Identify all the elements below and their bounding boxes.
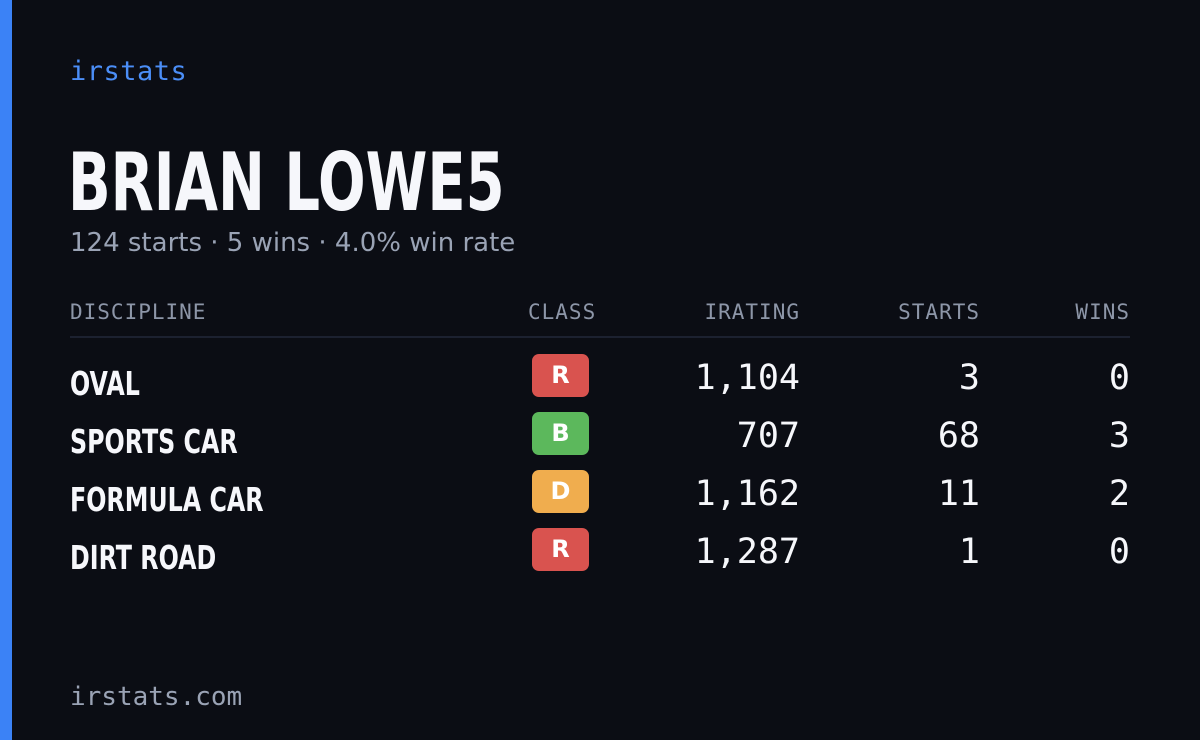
irating-value: 707 — [736, 416, 800, 456]
license-class-badge: B — [532, 412, 589, 455]
brand-logo-text: irstats — [70, 56, 188, 87]
player-name: BRIAN LOWE5 — [68, 136, 505, 229]
header-discipline: DISCIPLINE — [70, 300, 207, 324]
wins-value: 3 — [1108, 416, 1130, 456]
license-class-badge: R — [532, 354, 589, 397]
discipline-name: OVAL — [70, 364, 140, 403]
starts-value: 1 — [958, 532, 980, 572]
wins-value: 0 — [1108, 532, 1130, 572]
discipline-name: DIRT ROAD — [70, 538, 217, 577]
wins-value: 0 — [1108, 358, 1130, 398]
footer-domain: irstats.com — [70, 682, 243, 712]
discipline-name: FORMULA CAR — [70, 480, 264, 519]
player-summary: 124 starts · 5 wins · 4.0% win rate — [70, 228, 516, 258]
license-class-badge: D — [532, 470, 589, 513]
table-row: FORMULA CAR D 1,162 11 2 — [70, 470, 1130, 528]
discipline-name: SPORTS CAR — [70, 422, 238, 461]
wins-value: 2 — [1108, 474, 1130, 514]
irating-value: 1,104 — [694, 358, 800, 398]
table-row: SPORTS CAR B 707 68 3 — [70, 412, 1130, 470]
starts-value: 68 — [937, 416, 980, 456]
irating-value: 1,162 — [694, 474, 800, 514]
table-row: DIRT ROAD R 1,287 1 0 — [70, 528, 1130, 586]
header-wins: WINS — [1075, 300, 1130, 324]
license-class-badge: R — [532, 528, 589, 571]
table-header: DISCIPLINE CLASS IRATING STARTS WINS — [70, 300, 1130, 338]
irating-value: 1,287 — [694, 532, 800, 572]
starts-value: 3 — [958, 358, 980, 398]
starts-value: 11 — [937, 474, 980, 514]
accent-bar — [0, 0, 12, 740]
table-row: OVAL R 1,104 3 0 — [70, 354, 1130, 412]
header-irating: IRATING — [704, 300, 800, 324]
header-class: CLASS — [528, 300, 597, 324]
header-starts: STARTS — [898, 300, 980, 324]
